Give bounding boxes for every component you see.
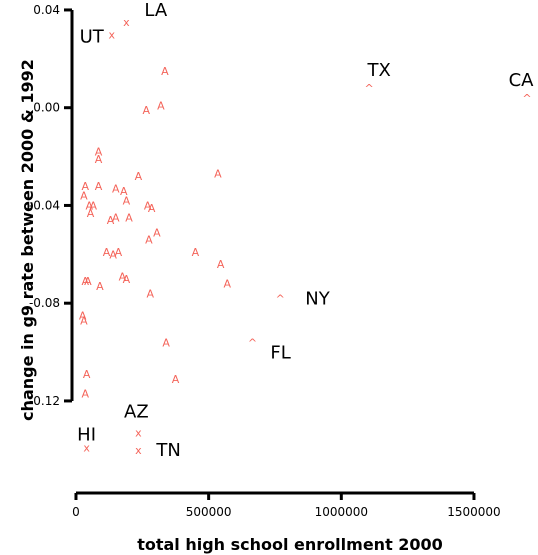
data-point: x xyxy=(83,441,90,454)
point-label: UT xyxy=(80,26,105,47)
data-point: A xyxy=(223,278,231,291)
data-point: A xyxy=(172,373,180,386)
x-tick-label: 0 xyxy=(72,505,80,519)
data-point: A xyxy=(143,104,151,117)
data-point: A xyxy=(95,146,103,159)
data-point: A xyxy=(96,280,104,293)
y-tick-label: 0.04 xyxy=(33,3,60,17)
data-point: A xyxy=(161,65,169,78)
x-axis-ticks: 0 500000 1000000 1500000 xyxy=(72,493,501,519)
point-label: LA xyxy=(144,0,167,21)
data-point: A xyxy=(153,226,161,239)
data-point: A xyxy=(109,248,117,261)
y-tick-label: -0.04 xyxy=(29,198,60,212)
data-point: A xyxy=(214,168,222,181)
y-axis-ticks: 0.04 0.00 -0.04 -0.08 -0.12 xyxy=(29,3,72,408)
x-axis-title: total high school enrollment 2000 xyxy=(137,535,443,554)
point-label: TX xyxy=(367,60,391,81)
data-point: A xyxy=(145,234,153,247)
data-point: A xyxy=(119,270,127,283)
data-point: A xyxy=(147,287,155,300)
data-point: A xyxy=(123,273,131,286)
data-point: x xyxy=(135,444,142,457)
point-label: NY xyxy=(305,288,330,309)
data-point: A xyxy=(80,314,88,327)
y-tick-label: 0.00 xyxy=(33,101,60,115)
data-point: A xyxy=(112,212,120,225)
data-point: A xyxy=(123,195,131,208)
data-point: A xyxy=(148,202,156,215)
data-point: A xyxy=(112,182,120,195)
data-point: x xyxy=(123,16,130,29)
data-point: A xyxy=(95,180,103,193)
y-tick-label: -0.08 xyxy=(29,296,60,310)
data-point: A xyxy=(84,275,92,288)
data-point: A xyxy=(135,170,143,183)
data-point: ^ xyxy=(276,292,285,305)
data-point: A xyxy=(89,199,97,212)
data-point: A xyxy=(85,199,93,212)
data-point: A xyxy=(125,212,133,225)
data-point: A xyxy=(82,180,90,193)
point-label: FL xyxy=(270,342,290,363)
data-point: A xyxy=(115,246,123,259)
data-point: A xyxy=(87,207,95,220)
data-point: ^ xyxy=(365,82,374,95)
data-point: x xyxy=(109,28,116,41)
data-point: A xyxy=(162,336,170,349)
data-point: A xyxy=(80,190,88,203)
point-label: CA xyxy=(509,70,535,91)
data-point: A xyxy=(157,99,165,112)
data-point: A xyxy=(120,185,128,198)
x-tick-label: 1500000 xyxy=(447,505,500,519)
data-point: A xyxy=(192,246,200,259)
state-labels: LA UT TX CA NY FL AZ HI TN xyxy=(77,0,534,461)
x-tick-label: 1000000 xyxy=(315,505,368,519)
point-label: AZ xyxy=(124,402,149,423)
data-point: ^ xyxy=(248,336,257,349)
data-point: A xyxy=(79,309,87,322)
y-tick-label: -0.12 xyxy=(29,394,60,408)
data-point: A xyxy=(144,199,152,212)
x-tick-label: 500000 xyxy=(186,505,232,519)
point-label: HI xyxy=(77,424,96,445)
data-point: A xyxy=(103,246,111,259)
data-point: x xyxy=(135,427,142,440)
data-point: A xyxy=(82,388,90,401)
point-label: TN xyxy=(155,440,180,461)
y-axis-title: change in g9 rate between 2000 & 1992 xyxy=(18,59,37,421)
data-point: A xyxy=(95,153,103,166)
data-point: ^ xyxy=(522,92,531,105)
data-point: A xyxy=(82,275,90,288)
data-point: A xyxy=(107,214,115,227)
data-point: A xyxy=(83,368,91,381)
data-point: A xyxy=(217,258,225,271)
